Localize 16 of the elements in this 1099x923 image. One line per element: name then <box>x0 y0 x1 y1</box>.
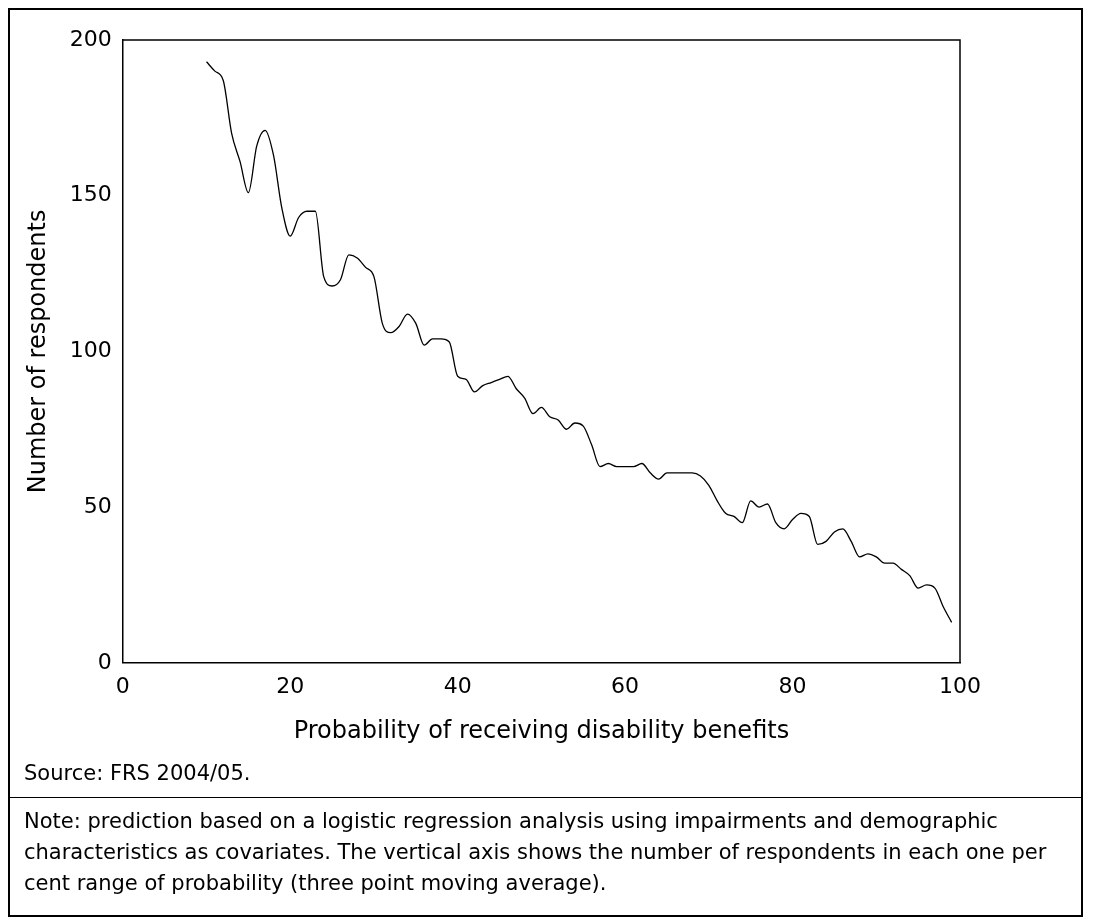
x-axis-title: Probability of receiving disability benefits <box>293 715 790 744</box>
x-tick-label: 0 <box>115 672 130 698</box>
x-tick-label: 60 <box>611 672 640 698</box>
x-tick-label: 100 <box>939 672 981 698</box>
y-tick-label: 200 <box>69 25 112 51</box>
x-tick-label: 80 <box>778 672 807 698</box>
text: Note: prediction based on a logistic regression analysis using impairments and demographic characteristics as covariates. The vertical axis shows the number of respondents in each one per cent range of probability (three point moving average). <box>10 797 1081 907</box>
line-series <box>205 61 953 623</box>
source-note: Source: FRS 2004/05. <box>23 760 252 787</box>
y-tick-label: 150 <box>69 181 112 207</box>
y-tick-label: 0 <box>97 648 112 674</box>
x-tick-label: 40 <box>443 672 472 698</box>
x-tick-label: 20 <box>276 672 305 698</box>
y-axis-title: Number of respondents <box>22 209 51 494</box>
y-tick-label: 50 <box>83 492 112 518</box>
y-tick-label: 100 <box>69 337 112 363</box>
